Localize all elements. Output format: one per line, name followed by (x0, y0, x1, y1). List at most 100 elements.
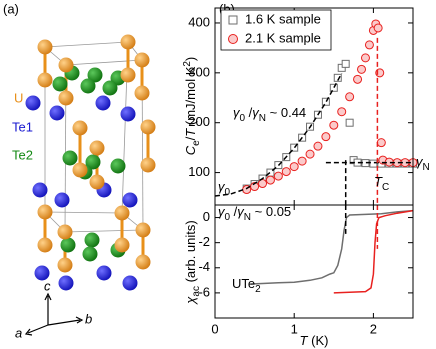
atom (134, 85, 150, 101)
atom (84, 232, 100, 248)
atom (120, 106, 136, 122)
text-part: γ (252, 105, 260, 120)
text-part: T (374, 174, 383, 189)
data-point (373, 23, 383, 33)
panel-label: (a) (3, 1, 19, 16)
atom (89, 140, 105, 156)
text-part: γ (218, 204, 226, 219)
atom (37, 237, 53, 253)
atom (80, 78, 96, 94)
y-tick-label: -6 (198, 284, 210, 299)
data-point (290, 143, 299, 152)
text-part: / (245, 105, 253, 120)
text-part: ~ 0.05 (251, 204, 291, 219)
text-part: 0 (225, 187, 231, 198)
text-part: γ (233, 105, 241, 120)
data-point (345, 118, 354, 127)
atom (72, 120, 88, 136)
annotation: γ0 (218, 179, 231, 197)
data-point (357, 64, 367, 74)
text-part: C (183, 145, 198, 155)
data-point (376, 138, 386, 148)
atom (54, 192, 70, 208)
atom (57, 224, 73, 240)
atom (135, 254, 151, 270)
atom (52, 76, 68, 92)
atom (102, 80, 118, 96)
atom (37, 72, 53, 88)
data-point (273, 171, 283, 181)
data-point (250, 182, 260, 192)
data-point (341, 59, 350, 68)
atom (58, 275, 74, 291)
text-part: (mJ/mol K (183, 66, 198, 128)
atom (60, 237, 76, 253)
annotation: UTe2 (232, 276, 261, 294)
data-point (289, 162, 299, 172)
atom (120, 67, 136, 83)
data-point (345, 92, 355, 102)
atom (140, 119, 156, 135)
axis-letter: b (85, 311, 92, 326)
cell-edge (65, 59, 143, 66)
atom (110, 158, 126, 174)
x-tick-label: 2 (370, 321, 377, 336)
atom (96, 265, 112, 281)
y-axis-label: Ce/T (mJ/mol K2) (182, 57, 202, 156)
atom (122, 275, 138, 291)
axis-letter: c (44, 278, 51, 293)
text-part: χ (183, 296, 198, 305)
cell-edge (64, 229, 144, 233)
y-tick-label: 100 (188, 164, 210, 179)
legend-marker (228, 15, 238, 25)
text-part: (arb. units) (183, 220, 198, 286)
text-part: / (230, 204, 238, 219)
cell-edge (44, 41, 129, 48)
annotation: γ0 /γN ~ 0.05 (218, 204, 291, 222)
annotation: γ0 /γN ~ 0.44 (233, 105, 306, 123)
annotation: γN (416, 154, 430, 172)
data-point (353, 74, 363, 84)
x-tick-label: 1 (291, 321, 298, 336)
data-point (329, 83, 338, 92)
text-part: 2 (255, 284, 261, 295)
legend-marker (228, 34, 238, 44)
atom-legend: U (14, 90, 23, 105)
text-part: 2 (182, 61, 193, 67)
data-point (321, 97, 330, 106)
data-point (329, 120, 339, 130)
atom (95, 95, 111, 111)
text-part: 0 (225, 212, 231, 223)
atom (82, 246, 98, 262)
atom (34, 265, 50, 281)
y-tick-label: 200 (188, 114, 210, 129)
data-line (333, 209, 414, 294)
x-tick-label: 0 (211, 321, 218, 336)
data-point (313, 141, 323, 151)
atom (134, 52, 150, 68)
atom (37, 39, 53, 55)
text-part: γ (237, 204, 245, 219)
crystal-structure (25, 34, 156, 291)
data-point (305, 149, 315, 159)
y-tick-label: 400 (188, 14, 210, 29)
atom (89, 174, 105, 190)
atom (58, 90, 74, 106)
x-axis-label: T (K) (300, 333, 329, 348)
atom (32, 182, 48, 198)
legend-label: 1.6 K sample (245, 11, 321, 26)
data-point (333, 73, 342, 82)
atom (122, 192, 138, 208)
y-axis-label: χac (arb. units) (183, 220, 201, 304)
atom (57, 257, 73, 273)
atom (120, 34, 136, 50)
atom (72, 162, 88, 178)
data-point (265, 175, 275, 185)
atom-legend: Te2 (12, 147, 33, 162)
atom (114, 237, 130, 253)
text-part: N (423, 162, 430, 173)
axis-letter: a (15, 325, 22, 340)
legend-box (220, 9, 332, 51)
atom (37, 204, 53, 220)
